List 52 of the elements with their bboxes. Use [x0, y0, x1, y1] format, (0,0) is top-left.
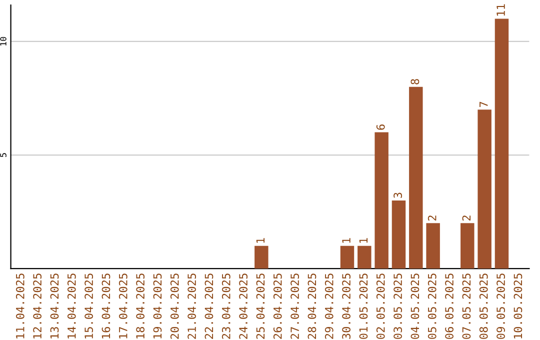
- bar: [254, 246, 268, 269]
- x-tick-label: 07.05.2025: [462, 274, 471, 339]
- data-label: 1: [359, 238, 368, 243]
- bar: [340, 246, 354, 269]
- x-tick-label: 16.04.2025: [102, 274, 110, 338]
- x-tick-label: 20.04.2025: [170, 274, 179, 339]
- x-tick-label: 21.04.2025: [188, 274, 196, 339]
- x-tick-label: 01.05.2025: [359, 274, 368, 339]
- data-label: 1: [256, 238, 265, 243]
- bar: [392, 200, 406, 269]
- x-tick-label: 18.04.2025: [136, 274, 145, 338]
- bar: [460, 223, 474, 269]
- x-tick-label: 13.04.2025: [50, 274, 59, 338]
- x-tick-label: 11.04.2025: [16, 274, 24, 338]
- x-tick-label: 23.04.2025: [222, 274, 230, 339]
- x-tick-label: 26.04.2025: [273, 274, 282, 339]
- x-tick-label: 17.04.2025: [118, 274, 128, 338]
- data-label: 7: [480, 102, 488, 108]
- x-tick-label: 27.04.2025: [290, 274, 299, 339]
- x-tick-label: 19.04.2025: [153, 274, 162, 338]
- y-tick-label: 5: [0, 153, 6, 157]
- y-tick-label: 10: [0, 36, 6, 46]
- data-label: 6: [376, 124, 385, 130]
- x-tick-label: 02.05.2025: [376, 274, 385, 339]
- data-label: 2: [462, 216, 470, 221]
- x-tick-label: 06.05.2025: [445, 274, 454, 339]
- data-label: 11: [496, 4, 505, 16]
- bar: [358, 246, 372, 269]
- x-tick-label: 25.04.2025: [256, 274, 265, 339]
- x-tick-label: 09.05.2025: [496, 274, 505, 339]
- x-tick-label: 24.04.2025: [239, 274, 248, 339]
- x-tick-label: 15.04.2025: [84, 274, 94, 338]
- data-label: 2: [428, 216, 436, 221]
- x-tick-label: 08.05.2025: [479, 274, 488, 339]
- bar: [426, 223, 440, 269]
- bar: [409, 86, 423, 269]
- data-label: 1: [342, 238, 350, 243]
- x-tick-label: 22.04.2025: [204, 274, 214, 339]
- x-tick-label: 05.05.2025: [428, 274, 436, 339]
- x-tick-label: 04.05.2025: [410, 274, 420, 339]
- x-tick-label: 10.05.2025: [514, 274, 522, 338]
- bar: [494, 18, 509, 269]
- x-tick-label: 30.04.2025: [342, 274, 350, 339]
- data-label: 3: [394, 192, 402, 198]
- x-tick-label: 12.04.2025: [33, 274, 42, 338]
- bar: [478, 110, 492, 269]
- x-tick-label: 29.04.2025: [324, 274, 334, 339]
- bar: [374, 132, 388, 269]
- x-tick-label: 03.05.2025: [394, 274, 402, 339]
- x-tick-label: 14.04.2025: [67, 274, 76, 338]
- x-tick-label: 28.04.2025: [308, 274, 316, 339]
- data-label: 8: [410, 79, 420, 84]
